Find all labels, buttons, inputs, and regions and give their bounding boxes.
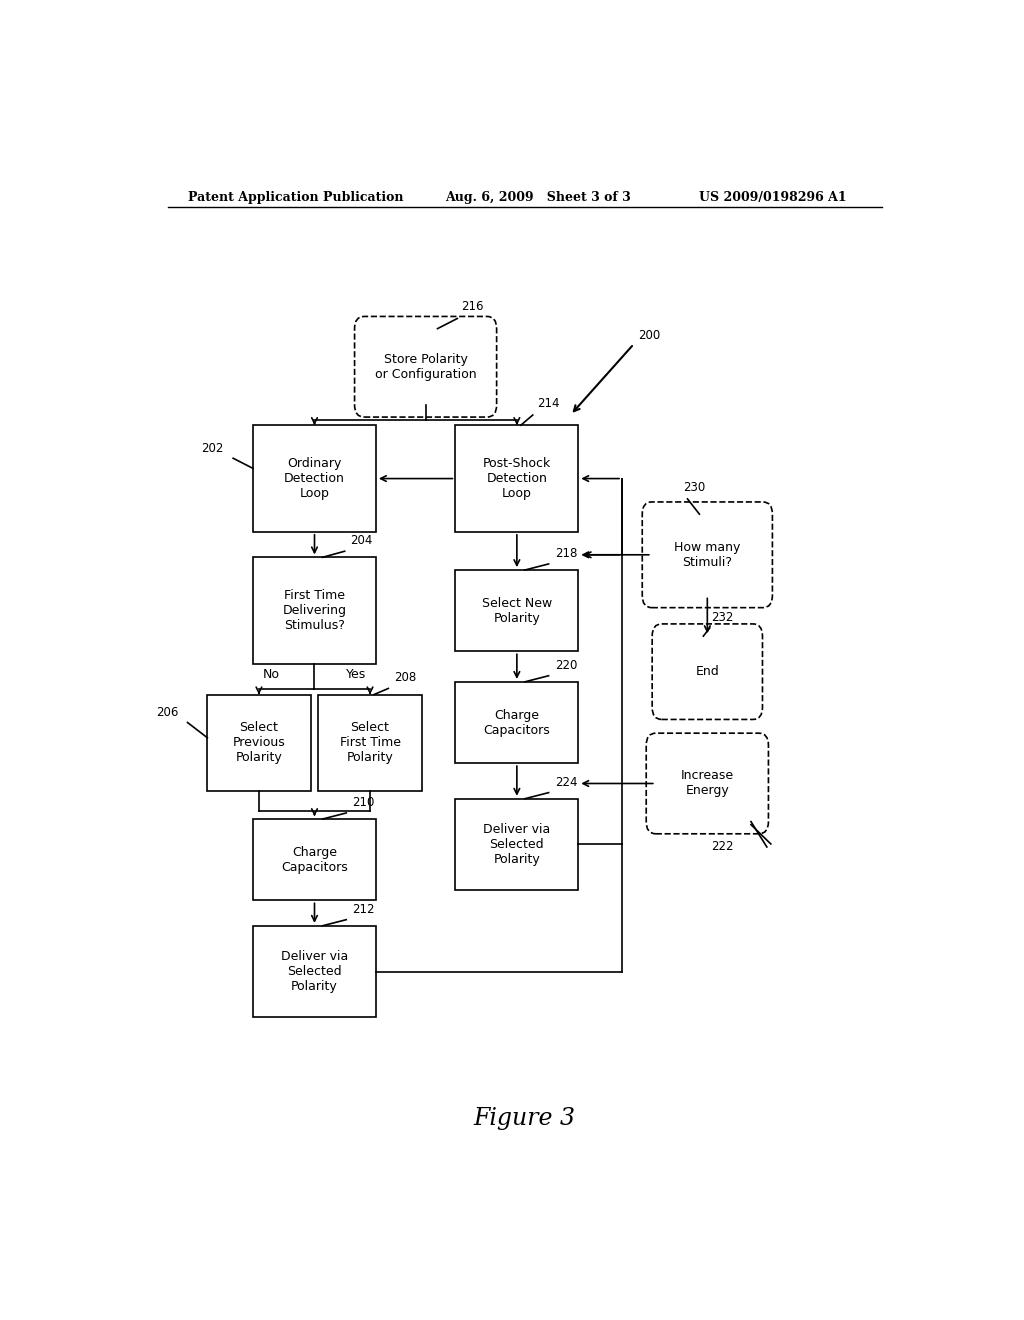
Text: Yes: Yes bbox=[346, 668, 367, 681]
Text: 210: 210 bbox=[352, 796, 375, 809]
FancyBboxPatch shape bbox=[642, 502, 772, 607]
Text: How many
Stimuli?: How many Stimuli? bbox=[674, 541, 740, 569]
FancyBboxPatch shape bbox=[456, 799, 579, 890]
Text: Select
First Time
Polarity: Select First Time Polarity bbox=[340, 721, 400, 764]
Text: End: End bbox=[695, 665, 719, 678]
Text: Charge
Capacitors: Charge Capacitors bbox=[483, 709, 550, 737]
Text: Post-Shock
Detection
Loop: Post-Shock Detection Loop bbox=[482, 457, 551, 500]
FancyBboxPatch shape bbox=[253, 925, 376, 1018]
Text: Aug. 6, 2009   Sheet 3 of 3: Aug. 6, 2009 Sheet 3 of 3 bbox=[445, 190, 631, 203]
Text: Figure 3: Figure 3 bbox=[474, 1107, 575, 1130]
FancyBboxPatch shape bbox=[253, 557, 376, 664]
FancyBboxPatch shape bbox=[456, 425, 579, 532]
Text: Select New
Polarity: Select New Polarity bbox=[481, 597, 552, 624]
Text: First Time
Delivering
Stimulus?: First Time Delivering Stimulus? bbox=[283, 589, 346, 632]
FancyBboxPatch shape bbox=[456, 682, 579, 763]
Text: 230: 230 bbox=[684, 480, 706, 494]
Text: 224: 224 bbox=[555, 776, 578, 788]
FancyBboxPatch shape bbox=[456, 570, 579, 651]
FancyBboxPatch shape bbox=[318, 694, 422, 791]
Text: 222: 222 bbox=[712, 840, 734, 853]
FancyBboxPatch shape bbox=[646, 733, 768, 834]
Text: Ordinary
Detection
Loop: Ordinary Detection Loop bbox=[284, 457, 345, 500]
Text: 202: 202 bbox=[202, 442, 224, 454]
Text: Store Polarity
or Configuration: Store Polarity or Configuration bbox=[375, 352, 476, 380]
Text: 200: 200 bbox=[638, 329, 660, 342]
Text: 216: 216 bbox=[461, 301, 483, 313]
FancyBboxPatch shape bbox=[207, 694, 310, 791]
Text: 214: 214 bbox=[537, 397, 559, 411]
FancyBboxPatch shape bbox=[354, 317, 497, 417]
Text: Increase
Energy: Increase Energy bbox=[681, 770, 734, 797]
Text: 208: 208 bbox=[394, 672, 416, 684]
Text: 206: 206 bbox=[156, 706, 178, 719]
Text: Deliver via
Selected
Polarity: Deliver via Selected Polarity bbox=[483, 822, 551, 866]
Text: Deliver via
Selected
Polarity: Deliver via Selected Polarity bbox=[281, 950, 348, 993]
FancyBboxPatch shape bbox=[253, 818, 376, 900]
Text: Patent Application Publication: Patent Application Publication bbox=[187, 190, 403, 203]
Text: 212: 212 bbox=[352, 903, 375, 916]
Text: 220: 220 bbox=[555, 659, 578, 672]
Text: 204: 204 bbox=[350, 535, 373, 548]
FancyBboxPatch shape bbox=[253, 425, 376, 532]
Text: US 2009/0198296 A1: US 2009/0198296 A1 bbox=[699, 190, 847, 203]
Text: Charge
Capacitors: Charge Capacitors bbox=[282, 846, 348, 874]
Text: No: No bbox=[263, 668, 280, 681]
Text: 232: 232 bbox=[712, 611, 733, 624]
FancyBboxPatch shape bbox=[652, 624, 763, 719]
Text: Select
Previous
Polarity: Select Previous Polarity bbox=[232, 721, 286, 764]
Text: 218: 218 bbox=[555, 546, 578, 560]
